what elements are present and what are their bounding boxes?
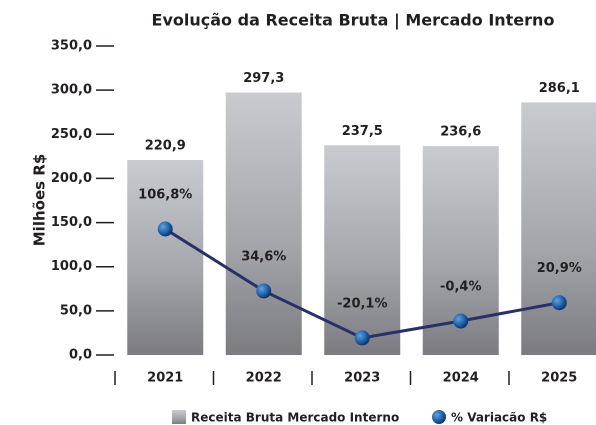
y-tick-label: 250,0 <box>51 127 92 142</box>
x-tick-label: 2024 <box>443 371 479 386</box>
legend-text: % Variacão R$ <box>451 411 547 425</box>
x-tick-label: 2022 <box>246 371 282 386</box>
bar <box>127 159 204 355</box>
bar-value-label: 286,1 <box>539 81 580 96</box>
x-tick-label: 2023 <box>344 371 380 386</box>
line-marker <box>256 283 272 299</box>
bar <box>324 145 401 355</box>
bar <box>225 92 302 355</box>
bar-value-label: 236,6 <box>440 125 481 140</box>
line-value-label: 20,9% <box>537 261 582 276</box>
line-value-label: 106,8% <box>138 187 192 202</box>
bar-value-label: 237,5 <box>342 124 383 139</box>
y-tick-label: 150,0 <box>51 215 92 230</box>
legend-text: Receita Bruta Mercado Interno <box>191 411 399 425</box>
bar-value-label: 220,9 <box>145 138 186 153</box>
bar-value-label: 297,3 <box>243 71 284 86</box>
x-tick-label: 2025 <box>541 371 577 386</box>
bar <box>521 102 596 355</box>
y-tick-label: 300,0 <box>51 83 92 98</box>
legend-swatch <box>172 410 186 424</box>
chart-title: Evolução da Receita Bruta | Mercado Inte… <box>152 11 555 31</box>
line-value-label: 34,6% <box>241 249 286 264</box>
y-tick-label: 350,0 <box>51 39 92 54</box>
line-marker <box>157 221 173 237</box>
legend-swatch <box>432 410 446 424</box>
line-marker <box>551 295 567 311</box>
line-value-label: -0,4% <box>440 280 481 295</box>
y-tick-label: 200,0 <box>51 171 92 186</box>
y-axis-title: Milhões R$ <box>31 154 49 247</box>
y-tick-label: 0,0 <box>69 348 92 363</box>
line-marker <box>354 330 370 346</box>
line-value-label: -20,1% <box>337 296 388 311</box>
line-marker <box>453 313 469 329</box>
x-tick-label: 2021 <box>147 371 183 386</box>
y-tick-label: 100,0 <box>51 259 92 274</box>
y-tick-label: 50,0 <box>60 303 92 318</box>
